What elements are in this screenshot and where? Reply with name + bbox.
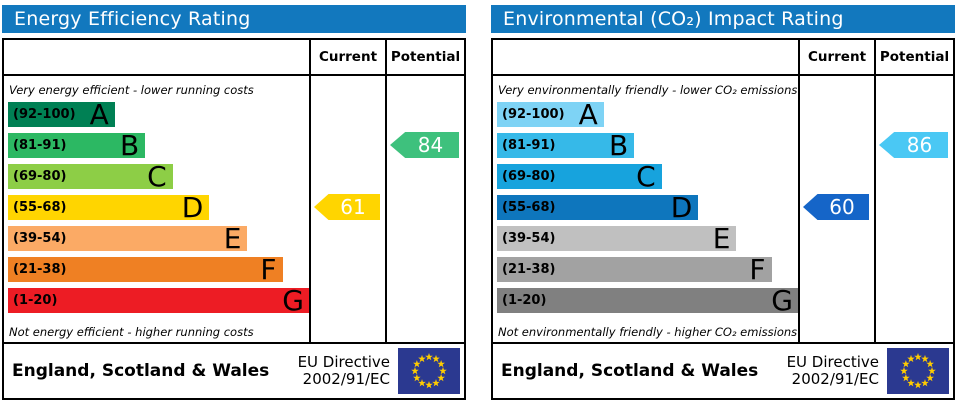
- rating-table: Current Potential Very environmentally f…: [491, 38, 955, 400]
- band-letter: C: [636, 160, 656, 193]
- eu-directive-label: EU Directive 2002/91/EC: [297, 353, 390, 388]
- band-row: (81-91) B: [497, 129, 635, 162]
- footer: England, Scotland & Wales EU Directive 2…: [493, 342, 953, 398]
- band-range: (69-80): [502, 169, 556, 184]
- current-column-header: Current: [309, 40, 385, 74]
- band-row: (69-80) C: [8, 160, 173, 193]
- band-row: (55-68) D: [8, 191, 210, 224]
- bands: (92-100) A (81-91) B (69-80) C (55-68) D (39-54)…: [493, 98, 798, 317]
- rating-table: Current Potential Very energy efficient …: [2, 38, 466, 400]
- current-rating-arrow: 61: [314, 194, 380, 220]
- band-letter: A: [89, 98, 109, 131]
- bottom-note: Not environmentally friendly - higher CO…: [498, 325, 798, 339]
- spacer-cell: [493, 40, 798, 74]
- current-rating-arrow: 60: [803, 194, 869, 220]
- spacer-cell: [4, 40, 309, 74]
- eu-flag-icon: [398, 348, 460, 394]
- band-letter: B: [609, 129, 629, 162]
- band-letter: B: [120, 129, 140, 162]
- current-column-header: Current: [798, 40, 874, 74]
- band-row: (81-91) B: [8, 129, 146, 162]
- top-note: Very environmentally friendly - lower CO…: [498, 83, 798, 97]
- band-letter: D: [670, 191, 693, 224]
- band-letter: E: [223, 222, 242, 255]
- potential-column-header: Potential: [385, 40, 464, 74]
- band-row: (69-80) C: [497, 160, 662, 193]
- column-header-row: Current Potential: [4, 40, 464, 76]
- potential-column: 86: [874, 76, 953, 342]
- band-letter: G: [282, 284, 304, 317]
- band-range: (69-80): [13, 169, 67, 184]
- current-column: 61: [309, 76, 385, 342]
- bands-column: Very environmentally friendly - lower CO…: [493, 76, 798, 342]
- bottom-note: Not energy efficient - higher running co…: [9, 325, 254, 339]
- band-range: (81-91): [13, 138, 67, 153]
- band-range: (39-54): [13, 231, 67, 246]
- footer: England, Scotland & Wales EU Directive 2…: [4, 342, 464, 398]
- top-note: Very energy efficient - lower running co…: [9, 83, 254, 97]
- band-row: (21-38) F: [497, 253, 772, 286]
- region-label: England, Scotland & Wales: [12, 361, 270, 381]
- potential-rating-arrow: 84: [390, 132, 459, 158]
- band-row: (39-54) E: [8, 222, 248, 255]
- chart-area: Very environmentally friendly - lower CO…: [493, 76, 953, 342]
- region-label: England, Scotland & Wales: [501, 361, 759, 381]
- band-letter: C: [147, 160, 167, 193]
- potential-rating-arrow: 86: [879, 132, 948, 158]
- band-letter: F: [260, 253, 277, 286]
- band-range: (39-54): [502, 231, 556, 246]
- band-letter: A: [578, 98, 598, 131]
- band-row: (39-54) E: [497, 222, 737, 255]
- band-range: (21-38): [502, 262, 556, 277]
- band-row: (1-20) G: [8, 284, 309, 317]
- band-row: (1-20) G: [497, 284, 798, 317]
- band-range: (1-20): [502, 293, 547, 308]
- eu-directive-label: EU Directive 2002/91/EC: [786, 353, 879, 388]
- chart-area: Very energy efficient - lower running co…: [4, 76, 464, 342]
- potential-column-header: Potential: [874, 40, 953, 74]
- band-range: (81-91): [502, 138, 556, 153]
- band-range: (92-100): [502, 107, 565, 122]
- panel-title: Energy Efficiency Rating: [2, 5, 466, 33]
- band-letter: D: [181, 191, 204, 224]
- potential-column: 84: [385, 76, 464, 342]
- band-row: (55-68) D: [497, 191, 699, 224]
- band-row: (21-38) F: [8, 253, 283, 286]
- band-range: (1-20): [13, 293, 58, 308]
- band-letter: E: [712, 222, 731, 255]
- band-row: (92-100) A: [497, 98, 604, 131]
- band-row: (92-100) A: [8, 98, 115, 131]
- energy-efficiency-panel: Energy Efficiency Rating Current Potenti…: [2, 0, 466, 400]
- band-range: (92-100): [13, 107, 76, 122]
- band-range: (55-68): [13, 200, 67, 215]
- bands-column: Very energy efficient - lower running co…: [4, 76, 309, 342]
- column-header-row: Current Potential: [493, 40, 953, 76]
- band-range: (21-38): [13, 262, 67, 277]
- band-letter: G: [771, 284, 793, 317]
- environmental-impact-panel: Environmental (CO₂) Impact Rating Curren…: [491, 0, 955, 400]
- band-range: (55-68): [502, 200, 556, 215]
- band-letter: F: [749, 253, 766, 286]
- panel-title: Environmental (CO₂) Impact Rating: [491, 5, 955, 33]
- eu-flag-icon: [887, 348, 949, 394]
- bands: (92-100) A (81-91) B (69-80) C (55-68) D (39-54)…: [4, 98, 309, 317]
- current-column: 60: [798, 76, 874, 342]
